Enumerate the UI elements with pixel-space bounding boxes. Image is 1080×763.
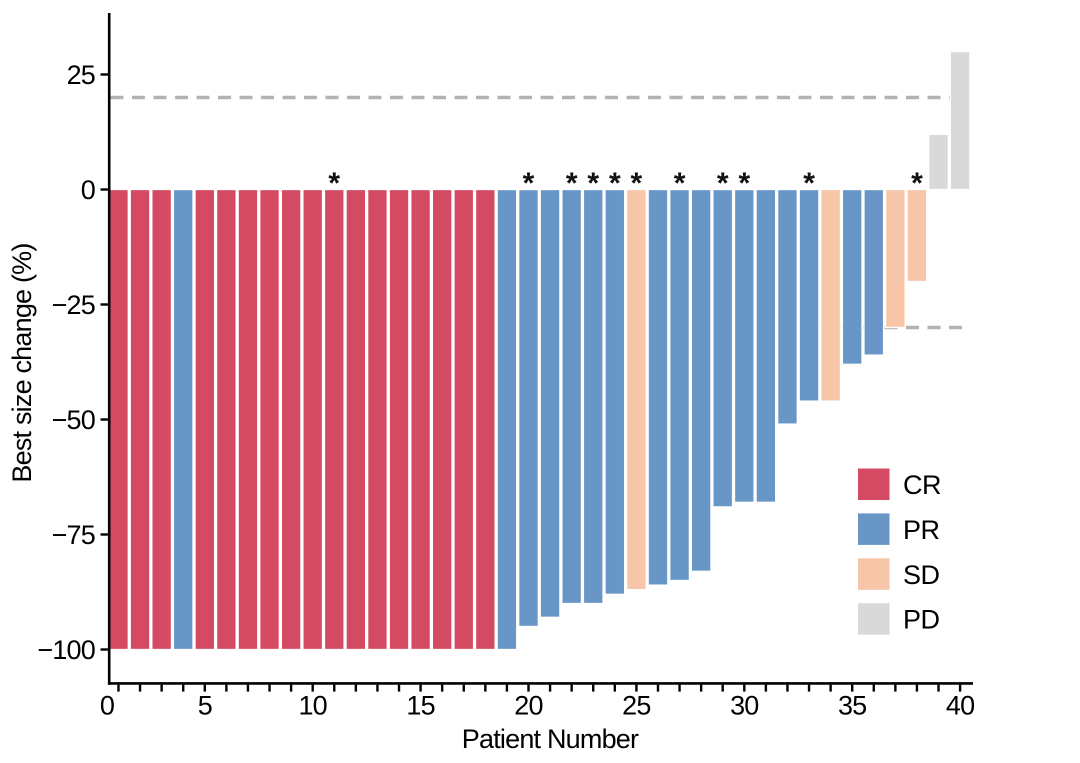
x-tick-label-40: 40 <box>946 691 974 721</box>
bar-patient-5 <box>194 188 216 651</box>
significance-markers: * * * * * * * * * * * <box>328 167 923 200</box>
x-tick-label-25: 25 <box>622 691 650 721</box>
asterisk-marker-patient-30: * <box>738 167 750 200</box>
bar-patient-12 <box>345 188 367 651</box>
bar-patient-32 <box>777 188 798 425</box>
y-axis-title: Best size change (%) <box>7 243 37 482</box>
asterisk-marker-patient-20: * <box>523 167 535 200</box>
bar-patient-21 <box>539 188 561 618</box>
bar-patient-2 <box>129 188 151 651</box>
bar-patient-15 <box>410 188 432 651</box>
asterisk-marker-patient-27: * <box>674 167 686 200</box>
legend-label-SD: SD <box>903 560 940 590</box>
y-tick-label-−25: −25 <box>52 290 95 320</box>
legend: CR PR SD PD <box>858 468 942 635</box>
asterisk-marker-patient-11: * <box>328 167 340 200</box>
asterisk-marker-patient-22: * <box>566 167 578 200</box>
bar-patient-18 <box>474 188 496 651</box>
bar-patient-37 <box>884 188 906 329</box>
bar-patient-40 <box>949 50 971 191</box>
asterisk-marker-patient-29: * <box>717 167 729 200</box>
legend-swatch-SD <box>858 558 890 590</box>
bar-patient-7 <box>237 188 259 651</box>
bar-patient-30 <box>733 188 755 503</box>
bar-patient-26 <box>647 188 669 586</box>
y-tick-label-−50: −50 <box>52 405 95 435</box>
bar-patient-8 <box>259 188 280 651</box>
y-tick-label-−75: −75 <box>52 520 95 550</box>
bar-patient-34 <box>820 188 842 402</box>
asterisk-marker-patient-38: * <box>911 167 923 200</box>
asterisk-marker-patient-25: * <box>631 167 643 200</box>
bar-patient-14 <box>388 188 410 651</box>
y-tick-label-0: 0 <box>81 175 95 205</box>
bar-patient-9 <box>280 188 302 651</box>
bar-patient-27 <box>669 188 691 582</box>
bar-patient-38 <box>906 188 928 283</box>
bar-patient-10 <box>302 188 324 651</box>
bars <box>108 50 971 651</box>
legend-label-PD: PD <box>903 605 940 635</box>
x-axis-title: Patient Number <box>462 724 639 754</box>
bar-patient-24 <box>604 188 626 595</box>
asterisk-marker-patient-23: * <box>587 167 599 200</box>
bar-patient-36 <box>863 188 885 356</box>
x-tick-label-20: 20 <box>514 691 542 721</box>
legend-swatch-CR <box>858 468 890 500</box>
y-tick-label-−100: −100 <box>37 635 95 665</box>
y-axis-ticks: 25 0 −25 −50 −75 −100 <box>37 60 108 665</box>
legend-swatch-PD <box>858 603 890 635</box>
bar-patient-3 <box>151 188 173 651</box>
bar-patient-17 <box>453 188 475 651</box>
bar-patient-39 <box>928 133 949 191</box>
bar-patient-1 <box>108 188 129 651</box>
bar-patient-29 <box>712 188 734 508</box>
bar-patient-25 <box>625 188 647 591</box>
bar-patient-35 <box>841 188 863 365</box>
asterisk-marker-patient-33: * <box>803 167 815 200</box>
bar-patient-31 <box>755 188 777 503</box>
bar-patient-16 <box>431 188 453 651</box>
legend-label-CR: CR <box>903 470 941 500</box>
x-tick-label-0: 0 <box>100 691 114 721</box>
bar-patient-28 <box>690 188 712 572</box>
bar-patient-19 <box>496 188 518 651</box>
x-tick-label-15: 15 <box>406 691 434 721</box>
x-tick-label-10: 10 <box>298 691 326 721</box>
x-tick-label-35: 35 <box>838 691 866 721</box>
bar-patient-22 <box>561 188 583 605</box>
x-axis-ticks: 0 5 10 15 20 25 30 35 40 <box>100 684 975 721</box>
bar-patient-33 <box>798 188 820 402</box>
bar-patient-6 <box>215 188 237 651</box>
y-tick-label-25: 25 <box>67 60 95 90</box>
legend-swatch-PR <box>858 513 890 545</box>
bar-patient-13 <box>366 188 388 651</box>
bar-patient-23 <box>582 188 604 605</box>
bar-patient-20 <box>518 188 539 628</box>
x-tick-label-5: 5 <box>198 691 212 721</box>
bar-patient-11 <box>323 188 345 651</box>
x-tick-label-30: 30 <box>730 691 758 721</box>
bar-patient-4 <box>172 188 194 651</box>
asterisk-marker-patient-24: * <box>609 167 621 200</box>
legend-label-PR: PR <box>903 515 940 545</box>
